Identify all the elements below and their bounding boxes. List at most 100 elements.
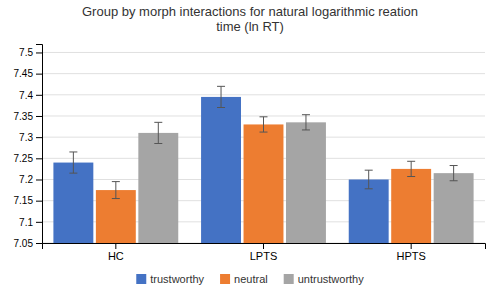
error-cap [154,122,162,123]
title-line: time (ln RT) [216,19,284,34]
error-cap [450,180,458,181]
x-tick-label: HPTS [396,250,425,262]
y-tick-mark [36,179,42,180]
error-bar [112,182,120,199]
error-cap [260,132,268,133]
y-tick: 7.25 [14,153,42,164]
legend-item: untrustworthy [284,273,365,285]
x-axis: HC LPTS HPTS [43,243,486,262]
y-tick: 7.35 [14,111,42,122]
grid [42,52,485,243]
error-cap [217,107,225,108]
y-tick-label: 7.4 [19,90,33,101]
grid-line [42,73,485,74]
y-tick: 7.3 [19,132,42,143]
y-tick-mark [36,158,42,159]
bar [138,133,178,243]
y-tick: 7.1 [19,217,42,228]
legend-item: trustworthy [136,273,204,285]
legend-swatch [284,274,294,284]
error-cap [112,181,120,182]
grid-line [42,94,485,95]
y-tick-label: 7.45 [14,68,34,79]
y-tick: 7.45 [14,68,42,79]
y-tick-mark [36,137,42,138]
x-tick: HC [108,243,124,262]
error-cap [302,114,310,115]
chart: Group by morph interactions for natural … [0,0,500,295]
error-bar [450,166,458,181]
x-tick-mark [115,243,116,249]
y-tick: 7.05 [14,238,42,249]
error-bar [154,122,162,143]
y-tick-label: 7.35 [14,111,34,122]
error-bar [365,170,373,189]
error-cap [365,170,373,171]
bar [434,173,474,243]
error-bar [407,161,415,176]
y-tick-label: 7.5 [19,47,33,58]
y-tick-mark [36,74,42,75]
error-cap [154,143,162,144]
error-cap [260,116,268,117]
error-cap [112,198,120,199]
y-axis-line [36,45,43,244]
x-tick-label: LPTS [250,250,278,262]
error-cap [69,151,77,152]
x-axis-line [43,244,486,250]
legend: trustworthy neutral untrustworthy [136,273,364,285]
legend-item: neutral [220,273,268,285]
y-tick: 7.15 [14,195,42,206]
y-tick-mark [36,95,42,96]
error-line [73,152,74,173]
error-bar [217,86,225,107]
x-tick-label: HC [108,250,124,262]
legend-label: trustworthy [150,273,204,285]
error-line [305,115,306,130]
legend-swatch [220,274,230,284]
y-tick-mark [36,116,42,117]
plot: 7.05 7.1 7.15 7.2 7.25 7.3 7.35 7.4 7.45 7.5 HC LPT… [14,45,486,262]
y-tick: 7.2 [19,174,42,185]
bar [349,179,389,243]
error-line [368,170,369,189]
x-tick-mark [411,243,412,249]
error-cap [407,161,415,162]
x-tick-mark [263,243,264,249]
legend-swatch [136,274,146,284]
legend-label: neutral [234,273,268,285]
y-tick-mark [36,243,42,244]
error-cap [217,86,225,87]
y-tick-label: 7.15 [14,195,34,206]
marks [53,86,473,243]
y-tick-label: 7.3 [19,132,33,143]
y-axis: 7.05 7.1 7.15 7.2 7.25 7.3 7.35 7.4 7.45 7.5 [14,45,43,249]
y-tick-mark [36,52,42,53]
y-tick-label: 7.2 [19,174,33,185]
error-line [221,86,222,107]
error-cap [302,129,310,130]
series [138,115,473,243]
series [53,86,388,243]
error-line [411,161,412,176]
grid-line [42,52,485,53]
y-tick-label: 7.25 [14,153,34,164]
error-line [115,182,116,199]
error-bar [69,152,77,173]
error-cap [407,176,415,177]
y-tick: 7.5 [19,47,42,58]
bar [391,169,431,243]
y-tick: 7.4 [19,90,42,101]
title-line: Group by morph interactions for natural … [82,4,418,19]
error-line [263,117,264,132]
x-tick: LPTS [250,243,278,262]
error-bar [302,115,310,130]
y-tick-label: 7.1 [19,217,33,228]
error-cap [365,188,373,189]
error-cap [450,165,458,166]
y-tick-label: 7.05 [14,238,34,249]
error-bar [260,117,268,132]
y-tick-mark [36,201,42,202]
error-line [453,166,454,181]
grid-line [42,115,485,116]
